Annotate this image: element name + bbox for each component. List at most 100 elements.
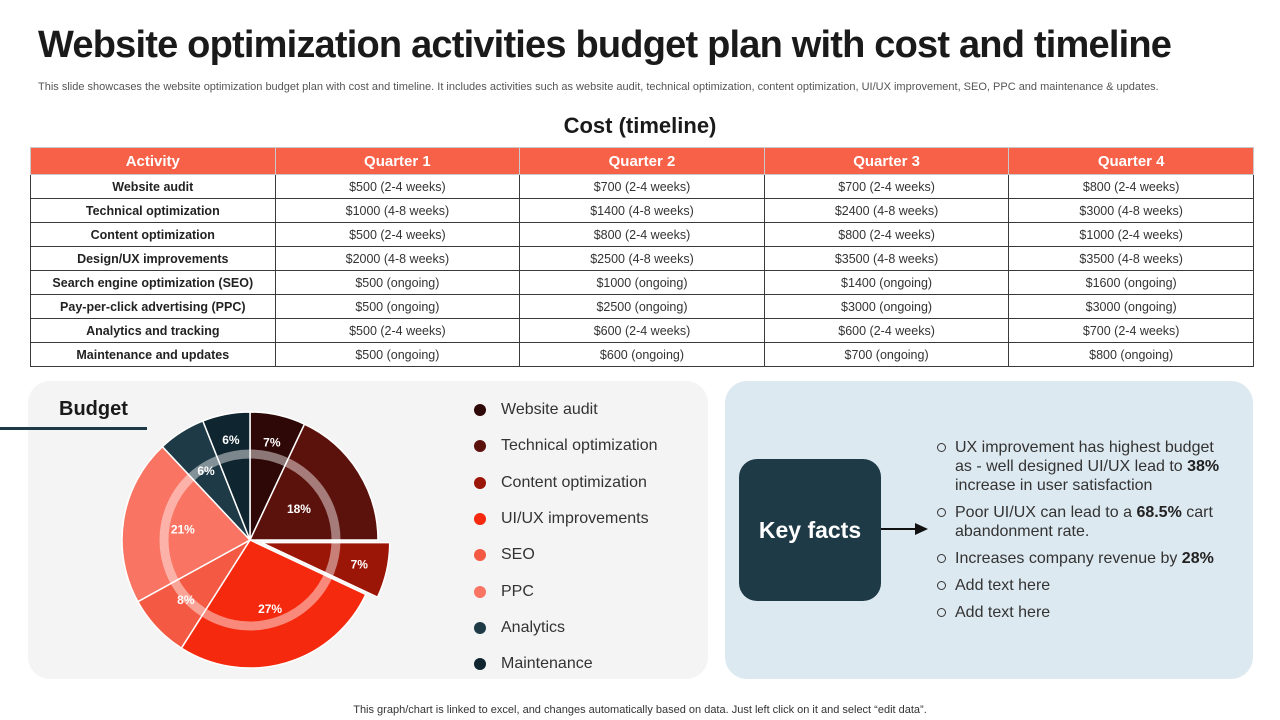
legend-swatch — [474, 658, 486, 671]
cost-cell: $500 (ongoing) — [274, 294, 521, 319]
key-facts-box: Key facts — [739, 459, 881, 601]
pie-label: 8% — [177, 593, 195, 607]
cost-cell: $2500 (ongoing) — [519, 294, 765, 319]
legend-item: Technical optimization — [474, 428, 658, 464]
activity-cell: Search engine optimization (SEO) — [30, 270, 276, 295]
legend-item: Website audit — [474, 392, 658, 428]
pie-label: 7% — [351, 557, 369, 571]
key-fact-highlight: 68.5% — [1136, 504, 1182, 521]
cost-cell: $1400 (ongoing) — [763, 270, 1010, 295]
legend-swatch — [474, 476, 486, 489]
cost-cell: $600 (2-4 weeks) — [763, 318, 1010, 343]
legend-swatch — [474, 513, 486, 526]
legend-label: Content optimization — [501, 473, 647, 491]
activity-cell: Content optimization — [30, 222, 276, 247]
pie-label: 18% — [287, 502, 311, 516]
cost-cell: $2500 (4-8 weeks) — [519, 246, 765, 271]
table-row: Pay-per-click advertising (PPC) $500 (ong… — [30, 294, 1254, 319]
pie-label: 6% — [197, 464, 215, 478]
cost-cell: $600 (2-4 weeks) — [519, 318, 765, 343]
legend-swatch — [474, 621, 486, 634]
cost-cell: $3500 (4-8 weeks) — [763, 246, 1010, 271]
cost-cell: $3500 (4-8 weeks) — [1008, 246, 1254, 271]
key-fact-item: Add text here — [935, 576, 1235, 595]
chart-title: Budget — [59, 398, 128, 420]
key-fact-item: Add text here — [935, 603, 1235, 622]
cost-cell: $600 (ongoing) — [519, 342, 765, 367]
cost-cell: $800 (2-4 weeks) — [519, 222, 765, 247]
cost-cell: $800 (2-4 weeks) — [1008, 174, 1254, 199]
pie-slice-maintenance[interactable] — [201, 411, 251, 541]
column-header-0: Activity — [30, 147, 276, 175]
key-fact-highlight: 28% — [1181, 550, 1214, 567]
cost-cell: $3000 (ongoing) — [763, 294, 1010, 319]
table-header-row: Activity Quarter 1 Quarter 2 Quarter 3 Quart… — [30, 147, 1254, 175]
legend-swatch — [474, 585, 486, 598]
cost-cell: $500 (ongoing) — [274, 270, 521, 295]
legend-item: Content optimization — [474, 465, 658, 501]
legend-swatch — [474, 404, 486, 417]
legend-item: UI/UX improvements — [474, 501, 658, 537]
pie-slice-content-optimization[interactable] — [261, 541, 391, 599]
key-fact-highlight: 38% — [1187, 458, 1220, 475]
legend-item: PPC — [474, 573, 658, 609]
legend-label: Analytics — [501, 618, 566, 636]
legend-swatch — [474, 440, 486, 453]
cost-cell: $500 (2-4 weeks) — [274, 318, 521, 343]
footer-note: This graph/chart is linked to excel, and… — [353, 704, 927, 716]
pie-ring-decoration — [159, 449, 341, 631]
pie-label: 21% — [171, 522, 195, 536]
key-facts-title: Key facts — [758, 516, 862, 543]
cost-cell: $500 (ongoing) — [274, 342, 521, 367]
legend-label: SEO — [501, 546, 535, 564]
pie-label: 6% — [222, 433, 240, 447]
cost-cell: $700 (2-4 weeks) — [519, 174, 765, 199]
column-header-2: Quarter 2 — [519, 147, 765, 175]
legend-label: Technical optimization — [501, 437, 658, 455]
key-fact-item: UX improvement has highest budget as - w… — [935, 438, 1235, 495]
activity-cell: Analytics and tracking — [30, 318, 276, 343]
cost-cell: $700 (2-4 weeks) — [1008, 318, 1254, 343]
arrow-right-icon — [881, 523, 928, 535]
table-body: Website audit $500 (2-4 weeks) $700 (2-4 w… — [30, 174, 1254, 367]
cost-cell: $1400 (4-8 weeks) — [519, 198, 765, 223]
legend-label: Website audit — [501, 401, 598, 419]
chart-legend: Website audit Technical optimization Conte… — [474, 392, 658, 682]
table-row: Search engine optimization (SEO) $500 (on… — [30, 270, 1254, 295]
key-fact-item: Increases company revenue by 28% — [935, 549, 1235, 568]
table-row: Design/UX improvements $2000 (4-8 weeks) $… — [30, 246, 1254, 271]
column-header-1: Quarter 1 — [274, 147, 521, 175]
pie-slice-ppc[interactable] — [121, 445, 252, 603]
budget-pie-chart[interactable]: 7% 18% 7% 27% 8% 21% 6% 6% — [110, 400, 391, 680]
cost-cell: $3000 (ongoing) — [1008, 294, 1254, 319]
legend-swatch — [474, 549, 486, 562]
pie-slice-technical-optimization[interactable] — [248, 423, 379, 541]
page-subtitle: This slide showcases the website optimiz… — [38, 81, 1159, 93]
cost-cell: $1000 (ongoing) — [519, 270, 765, 295]
column-header-4: Quarter 4 — [1008, 147, 1254, 175]
cost-cell: $700 (ongoing) — [763, 342, 1010, 367]
chart-title-underline — [0, 427, 147, 430]
cost-cell: $3000 (4-8 weeks) — [1008, 198, 1254, 223]
cost-cell: $2000 (4-8 weeks) — [274, 246, 521, 271]
cost-cell: $1600 (ongoing) — [1008, 270, 1254, 295]
table-row: Analytics and tracking $500 (2-4 weeks) $6… — [30, 318, 1254, 343]
activity-cell: Technical optimization — [30, 198, 276, 223]
activity-cell: Website audit — [30, 174, 276, 199]
key-facts-list: UX improvement has highest budget as - w… — [935, 438, 1235, 630]
table-row: Website audit $500 (2-4 weeks) $700 (2-4 w… — [30, 174, 1254, 199]
table-title: Cost (timeline) — [563, 113, 717, 138]
cost-cell: $800 (2-4 weeks) — [763, 222, 1010, 247]
legend-label: PPC — [501, 582, 534, 600]
cost-cell: $700 (2-4 weeks) — [763, 174, 1010, 199]
cost-cell: $500 (2-4 weeks) — [274, 174, 521, 199]
cost-cell: $1000 (2-4 weeks) — [1008, 222, 1254, 247]
legend-item: Maintenance — [474, 646, 658, 682]
page-title: Website optimization activities budget p… — [38, 24, 1172, 66]
cost-cell: $800 (ongoing) — [1008, 342, 1254, 367]
activity-cell: Pay-per-click advertising (PPC) — [30, 294, 276, 319]
pie-slice-ui-ux-improvements[interactable] — [180, 539, 367, 669]
legend-item: Analytics — [474, 610, 658, 646]
legend-item: SEO — [474, 537, 658, 573]
cost-cell: $500 (2-4 weeks) — [274, 222, 521, 247]
